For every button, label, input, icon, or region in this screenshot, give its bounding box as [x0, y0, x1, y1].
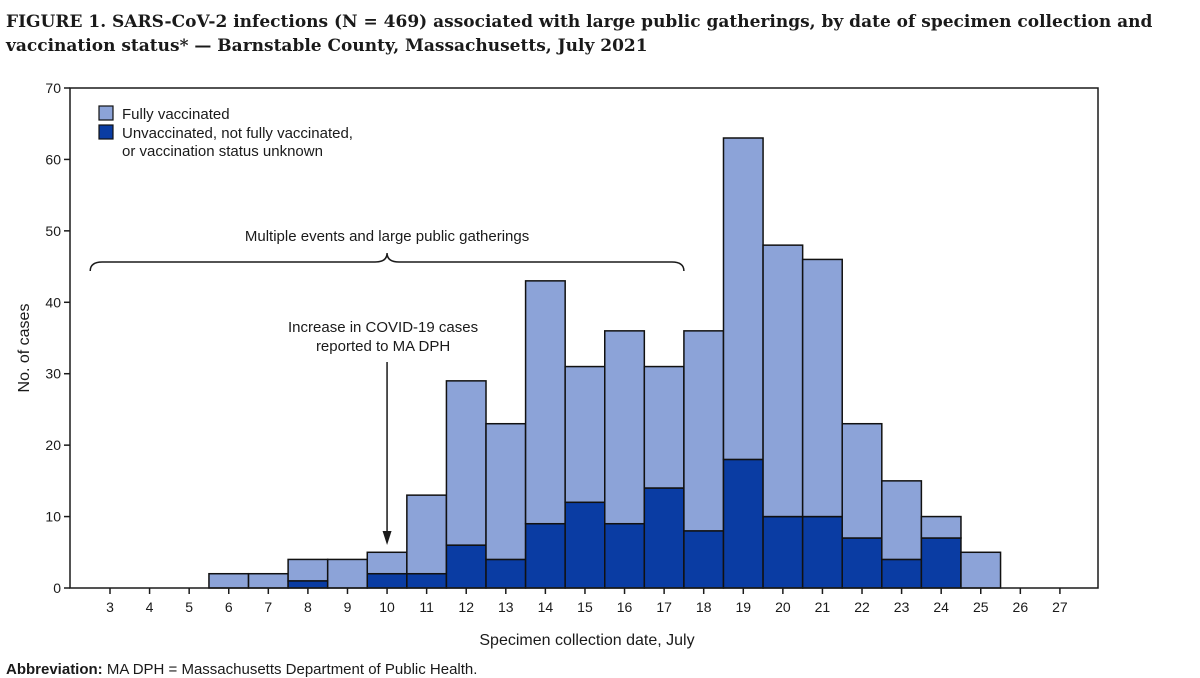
x-tick-label: 3 [106, 599, 114, 615]
bar-segment-vaccinated-8 [287, 558, 329, 582]
x-tick-label: 17 [656, 599, 672, 615]
y-tick-label: 60 [45, 151, 61, 167]
bar-segment-vaccinated-13 [485, 422, 527, 561]
arrow-label: reported to MA DPH [316, 338, 450, 355]
figure-title: FIGURE 1. SARS-CoV-2 infections (N = 469… [6, 12, 1153, 56]
x-tick-label: 22 [854, 599, 870, 615]
y-tick-label: 20 [45, 437, 61, 453]
bar-segment-vaccinated-16 [604, 330, 646, 525]
bar-segment-unvaccinated-19 [722, 458, 764, 589]
y-tick-label: 0 [53, 580, 61, 596]
bar-segment-vaccinated-9 [326, 558, 369, 589]
bar-segment-unvaccinated-16 [604, 522, 646, 589]
bar-segment-unvaccinated-20 [762, 515, 804, 589]
stacked-bar-chart: 0 10 20 30 40 50 60 70 3 4 5 6 7 8 9 10 11 12 13 14 15 16 17 18… [16, 80, 1099, 649]
bar-segment-vaccinated-17 [643, 365, 685, 489]
bar-segment-unvaccinated-13 [485, 558, 527, 589]
x-tick-label: 9 [344, 599, 352, 615]
legend: Fully vaccinated Unvaccinated, not fully … [98, 105, 353, 160]
x-tick-label: 20 [775, 599, 791, 615]
legend-swatch-unvaccinated [98, 124, 114, 140]
legend-label: Unvaccinated, not fully vaccinated, [122, 125, 353, 142]
bar-segment-vaccinated-7 [247, 572, 289, 589]
x-tick-label: 15 [577, 599, 593, 615]
bar-segment-vaccinated-19 [722, 137, 764, 461]
legend-label: Fully vaccinated [122, 106, 230, 123]
y-axis-title: No. of cases [16, 304, 33, 393]
x-tick-label: 10 [379, 599, 395, 615]
y-tick-label: 70 [45, 80, 61, 96]
footnote-label: Abbreviation: [6, 661, 103, 678]
x-tick-label: 11 [419, 599, 434, 615]
bar-segment-vaccinated-6 [208, 572, 250, 589]
x-tick-label: 18 [696, 599, 712, 615]
footnote: Abbreviation: MA DPH = Massachusetts Dep… [6, 661, 477, 678]
x-tick-label: 19 [735, 599, 751, 615]
bar-segment-vaccinated-10 [366, 551, 408, 575]
bar-segment-vaccinated-20 [762, 244, 804, 518]
bar-segment-vaccinated-23 [881, 480, 923, 561]
bar-segment-vaccinated-24 [920, 515, 962, 539]
bar-segment-unvaccinated-15 [564, 501, 606, 589]
y-tick-label: 40 [45, 294, 61, 310]
bar-segment-unvaccinated-8 [287, 580, 329, 589]
footnote-text: MA DPH = Massachusetts Department of Pub… [102, 661, 478, 678]
bar-segment-unvaccinated-17 [643, 487, 685, 589]
x-tick-label: 5 [185, 599, 193, 615]
bar-segment-vaccinated-25 [960, 551, 1002, 589]
bar-segment-vaccinated-12 [445, 380, 487, 546]
annotations-layer: Multiple events and large public gatheri… [89, 228, 685, 545]
x-tick-label: 4 [146, 599, 154, 615]
brace-bracket [89, 252, 685, 272]
x-tick-label: 26 [1013, 599, 1029, 615]
bar-segment-unvaccinated-22 [841, 537, 883, 589]
x-tick-label: 8 [304, 599, 312, 615]
bar-segment-vaccinated-18 [683, 330, 725, 532]
x-tick-label: 16 [617, 599, 633, 615]
bar-segment-unvaccinated-14 [524, 522, 566, 589]
bar-segment-unvaccinated-23 [881, 558, 923, 589]
bar-segment-unvaccinated-12 [445, 544, 487, 589]
x-tick-label: 14 [538, 599, 554, 615]
y-tick-label: 30 [45, 366, 61, 382]
bar-segment-unvaccinated-21 [801, 515, 843, 589]
plot-frame [69, 87, 1099, 589]
bar-segment-unvaccinated-18 [683, 530, 725, 589]
x-tick-label: 25 [973, 599, 989, 615]
x-tick-label: 13 [498, 599, 514, 615]
bar-segment-vaccinated-14 [524, 280, 566, 525]
axes-layer: 0 10 20 30 40 50 60 70 3 4 5 6 7 8 9 10 11 12 13 14 15 16 17 18… [45, 80, 1067, 615]
x-tick-label: 23 [894, 599, 910, 615]
arrow-label: Increase in COVID-19 cases [288, 319, 478, 336]
arrow-head [382, 531, 392, 545]
x-tick-label: 21 [815, 599, 831, 615]
bar-segment-vaccinated-21 [801, 258, 843, 518]
x-tick-label: 27 [1052, 599, 1068, 615]
x-tick-label: 12 [458, 599, 474, 615]
bars-layer [208, 137, 1002, 589]
bar-segment-unvaccinated-24 [920, 537, 962, 589]
legend-label: or vaccination status unknown [122, 143, 323, 160]
x-tick-label: 24 [933, 599, 949, 615]
x-tick-label: 7 [264, 599, 272, 615]
legend-swatch-vaccinated [98, 105, 114, 121]
y-tick-label: 10 [45, 509, 61, 525]
bar-segment-vaccinated-11 [406, 494, 448, 575]
x-axis-title: Specimen collection date, July [479, 632, 694, 649]
bar-segment-unvaccinated-11 [406, 572, 448, 589]
y-tick-label: 50 [45, 223, 61, 239]
brace-label: Multiple events and large public gatheri… [245, 228, 529, 245]
bar-segment-vaccinated-15 [564, 365, 606, 504]
x-tick-label: 6 [225, 599, 233, 615]
bar-segment-unvaccinated-10 [366, 572, 408, 589]
bar-segment-vaccinated-22 [841, 422, 883, 539]
